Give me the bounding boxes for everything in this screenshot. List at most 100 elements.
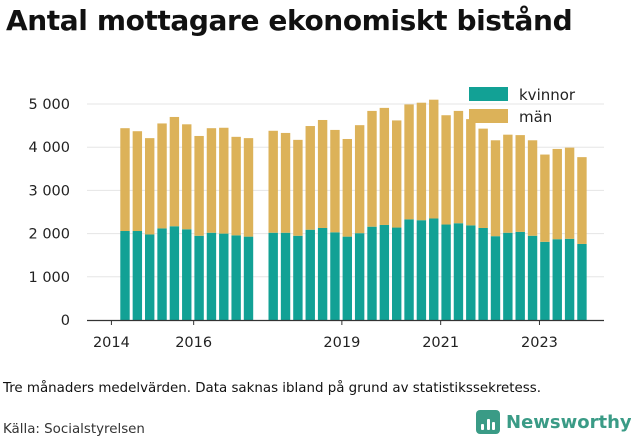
bar-kvinnor — [515, 231, 525, 320]
legend-swatch-kvinnor — [469, 87, 508, 101]
y-tick-label: 5 000 — [28, 97, 70, 113]
bar-man — [169, 116, 180, 227]
bar-man — [392, 120, 402, 228]
bar-kvinnor — [231, 235, 241, 320]
bar-man — [466, 119, 476, 226]
bar-kvinnor — [490, 236, 501, 320]
bar-kvinnor — [330, 232, 340, 320]
bar-chart-icon — [476, 410, 500, 434]
bar-kvinnor — [243, 236, 254, 320]
bar-kvinnor — [503, 232, 513, 320]
y-tick-label: 2 000 — [28, 227, 70, 243]
bar-kvinnor — [552, 239, 562, 320]
x-tick-label: 2019 — [323, 335, 360, 351]
legend-swatch-man — [469, 109, 508, 123]
bar-kvinnor — [379, 224, 390, 320]
bar-man — [503, 134, 513, 233]
x-tick-label: 2014 — [93, 335, 130, 351]
bar-man — [194, 135, 204, 236]
x-tick-label: 2021 — [422, 335, 459, 351]
bar-kvinnor — [577, 243, 587, 320]
bar-kvinnor — [182, 229, 192, 320]
bar-man — [490, 140, 501, 237]
bar-kvinnor — [564, 238, 575, 320]
bar-man — [429, 99, 439, 219]
bar-kvinnor — [317, 227, 328, 320]
bar-kvinnor — [120, 231, 130, 320]
bar-kvinnor — [194, 235, 204, 320]
y-tick-label: 0 — [61, 313, 70, 329]
bar-kvinnor — [540, 241, 550, 320]
bar-man — [317, 119, 328, 228]
bar-series — [120, 99, 587, 320]
bar-kvinnor — [441, 224, 451, 320]
x-tick-label: 2016 — [175, 335, 212, 351]
bar-man — [268, 130, 278, 233]
y-axis: 0 1 000 2 000 3 000 4 000 5 000 — [28, 97, 70, 329]
bar-kvinnor — [206, 232, 217, 320]
bar-man — [404, 104, 414, 220]
bar-kvinnor — [293, 235, 303, 320]
source-label: Källa: Socialstyrelsen — [3, 422, 145, 437]
bar-kvinnor — [527, 235, 538, 320]
y-tick-label: 3 000 — [28, 183, 70, 199]
bar-kvinnor — [268, 232, 278, 320]
bar-kvinnor — [354, 233, 365, 320]
bar-man — [515, 135, 525, 232]
bar-man — [132, 131, 143, 232]
bar-man — [441, 115, 451, 225]
bar-man — [564, 147, 575, 239]
bar-man — [416, 102, 427, 221]
bar-kvinnor — [392, 227, 402, 320]
bar-man — [527, 140, 538, 236]
bar-kvinnor — [157, 228, 167, 320]
legend-label: män — [519, 108, 552, 126]
bar-man — [145, 138, 155, 235]
x-tick-label: 2023 — [521, 335, 558, 351]
bar-man — [293, 139, 303, 236]
bar-kvinnor — [429, 218, 439, 320]
bar-man — [120, 128, 130, 232]
bar-kvinnor — [478, 227, 488, 320]
chart-note: Tre månaders medelvärden. Data saknas ib… — [3, 381, 541, 396]
bar-kvinnor — [404, 219, 414, 320]
bar-man — [182, 124, 192, 230]
bar-kvinnor — [132, 231, 143, 320]
bar-kvinnor — [416, 220, 427, 320]
bar-kvinnor — [466, 225, 476, 320]
bar-man — [157, 123, 167, 229]
chart-title: Antal mottagare ekonomiskt bistånd — [6, 4, 573, 37]
bar-man — [243, 138, 254, 237]
bar-man — [354, 125, 365, 234]
bar-kvinnor — [219, 233, 229, 320]
bar-man — [367, 110, 377, 227]
bar-kvinnor — [305, 229, 315, 320]
legend: kvinnor män — [469, 86, 576, 126]
bar-kvinnor — [453, 223, 464, 320]
bar-man — [478, 128, 488, 228]
bar-man — [305, 126, 315, 230]
bar-man — [280, 132, 291, 233]
bar-kvinnor — [280, 232, 291, 320]
bar-man — [453, 110, 464, 224]
bar-man — [330, 129, 340, 233]
x-axis: 2014 2016 2019 2021 2023 — [87, 319, 604, 351]
newsworthy-logo[interactable]: Newsworthy — [476, 410, 631, 434]
bar-man — [342, 138, 352, 237]
bar-man — [231, 136, 241, 236]
bar-man — [379, 107, 390, 225]
brand-name: Newsworthy — [506, 411, 631, 433]
y-tick-label: 4 000 — [28, 140, 70, 156]
bar-man — [540, 154, 550, 242]
bar-man — [206, 128, 217, 233]
legend-label: kvinnor — [519, 86, 576, 104]
bar-man — [577, 157, 587, 244]
bar-kvinnor — [342, 236, 352, 320]
bar-man — [552, 148, 562, 240]
bar-kvinnor — [169, 226, 180, 320]
bar-man — [219, 127, 229, 234]
bar-kvinnor — [145, 234, 155, 320]
bar-kvinnor — [367, 226, 377, 320]
y-tick-label: 1 000 — [28, 270, 70, 286]
